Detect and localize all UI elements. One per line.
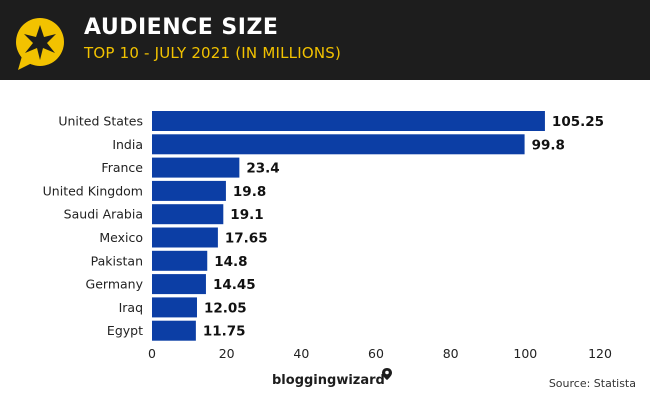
x-tick-label-0: 0 bbox=[148, 346, 156, 361]
category-label-8: Iraq bbox=[119, 300, 143, 315]
value-label-9: 11.75 bbox=[203, 324, 246, 340]
value-label-8: 12.05 bbox=[204, 300, 247, 316]
value-label-6: 14.8 bbox=[214, 254, 247, 270]
bar-3 bbox=[152, 180, 226, 201]
brand-logo: bloggingwizard bbox=[272, 368, 392, 388]
value-label-4: 19.1 bbox=[230, 207, 263, 223]
value-label-1: 99.8 bbox=[532, 137, 565, 153]
source-note: Source: Statista bbox=[548, 377, 636, 390]
category-label-5: Mexico bbox=[99, 230, 143, 245]
speech-bubble-star-icon bbox=[16, 18, 64, 70]
x-tick-label-3: 60 bbox=[368, 346, 384, 361]
value-label-2: 23.4 bbox=[246, 161, 279, 177]
brand-name: bloggingwizard bbox=[272, 373, 385, 388]
value-label-3: 19.8 bbox=[233, 184, 266, 200]
x-tick-label-4: 80 bbox=[443, 346, 459, 361]
value-label-7: 14.45 bbox=[213, 277, 256, 293]
category-label-4: Saudi Arabia bbox=[64, 207, 143, 222]
x-tick-label-5: 100 bbox=[513, 346, 537, 361]
bar-8 bbox=[152, 297, 197, 318]
category-label-6: Pakistan bbox=[91, 253, 143, 268]
chart-title: AUDIENCE SIZE bbox=[84, 15, 279, 40]
value-label-5: 17.65 bbox=[225, 231, 268, 247]
category-label-9: Egypt bbox=[107, 323, 143, 338]
bar-5 bbox=[152, 227, 218, 248]
category-label-3: United Kingdom bbox=[43, 183, 143, 198]
x-tick-label-6: 120 bbox=[588, 346, 612, 361]
header-bar: AUDIENCE SIZE TOP 10 - JULY 2021 (IN MIL… bbox=[0, 0, 650, 80]
value-label-0: 105.25 bbox=[552, 114, 604, 130]
bar-2 bbox=[152, 157, 240, 178]
bar-0 bbox=[152, 111, 545, 131]
bar-4 bbox=[152, 204, 224, 225]
bar-7 bbox=[152, 274, 206, 295]
bar-6 bbox=[152, 250, 208, 271]
chart-subtitle: TOP 10 - JULY 2021 (IN MILLIONS) bbox=[84, 44, 342, 62]
category-label-0: United States bbox=[58, 114, 143, 129]
bar-1 bbox=[152, 134, 525, 155]
x-tick-label-1: 20 bbox=[219, 346, 235, 361]
bar-9 bbox=[152, 320, 196, 341]
category-label-7: Germany bbox=[86, 277, 144, 292]
category-label-1: India bbox=[112, 137, 143, 152]
bar-chart: United States 105.25 India 99.8 France 23.4 Un… bbox=[43, 111, 612, 361]
location-pin-icon bbox=[381, 368, 392, 380]
x-tick-label-2: 40 bbox=[293, 346, 309, 361]
category-label-2: France bbox=[101, 160, 143, 175]
